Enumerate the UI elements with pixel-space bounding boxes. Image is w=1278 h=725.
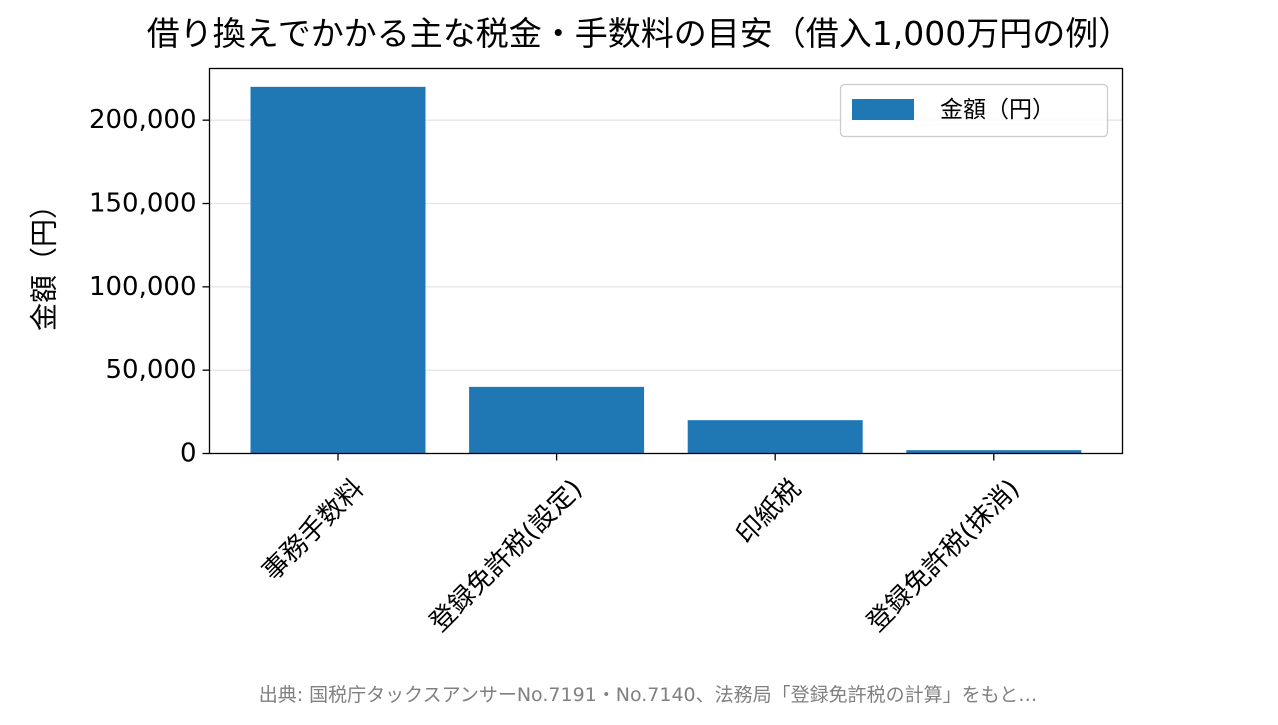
bar <box>469 386 645 454</box>
legend-label: 金額（円） <box>940 97 1055 123</box>
bars <box>250 86 1082 454</box>
x-tick-label: 事務手数料 <box>257 474 370 587</box>
x-tick-label: 印紙税 <box>731 474 807 550</box>
y-axis-label: 金額（円） <box>28 191 61 331</box>
chart-title: 借り換えでかかる主な税金・手数料の目安（借入1,000万円の例） <box>146 14 1132 53</box>
plot-frame <box>208 67 1124 455</box>
y-tick-label: 0 <box>180 439 197 469</box>
x-tick-label: 登録免許税(設定) <box>424 474 588 638</box>
x-tick-label: 登録免許税(抹消) <box>862 474 1026 638</box>
y-axis-ticks: 0 50,000 100,000 150,000 200,000 <box>89 105 210 469</box>
bar <box>250 86 426 454</box>
x-axis-ticks: 事務手数料 登録免許税(設定) 印紙税 登録免許税(抹消) <box>257 453 1026 638</box>
source-note: 出典: 国税庁タックスアンサーNo.7191・No.7140、法務局「登録免許税… <box>258 684 1038 706</box>
y-tick-label: 100,000 <box>89 272 197 302</box>
bar <box>906 450 1082 454</box>
legend-box <box>839 83 1109 138</box>
legend-swatch <box>852 99 914 120</box>
y-tick-label: 50,000 <box>106 355 197 385</box>
bar <box>687 420 863 454</box>
y-tick-label: 150,000 <box>89 189 197 219</box>
legend: 金額（円） <box>839 83 1109 138</box>
y-tick-label: 200,000 <box>89 105 197 135</box>
